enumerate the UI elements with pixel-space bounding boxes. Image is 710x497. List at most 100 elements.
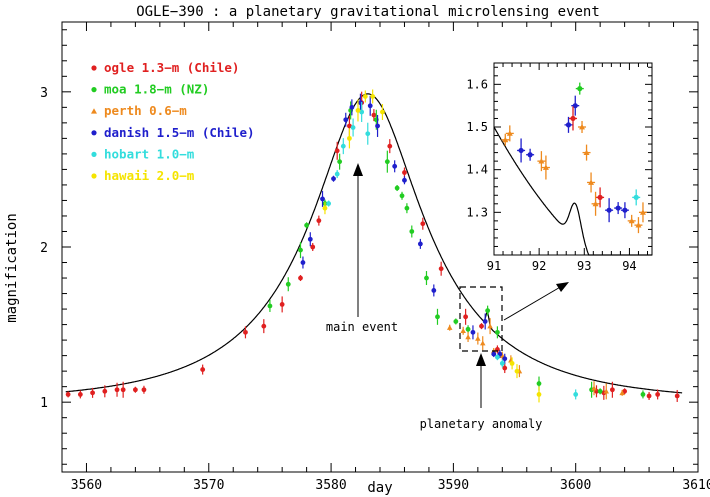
inset-point-perth (639, 209, 646, 215)
chart-title: OGLE−390 : a planetary gravitational mic… (136, 4, 600, 20)
legend-marker-hobart (91, 151, 97, 157)
point-perth (465, 334, 471, 340)
point-danish (331, 176, 336, 182)
inset-point-danish (565, 122, 572, 128)
point-ogle (463, 314, 469, 320)
x-tick-label: 3560 (71, 478, 102, 493)
point-hawaii (380, 109, 385, 115)
point-ogle (402, 170, 407, 175)
point-danish (367, 103, 373, 109)
point-moa (495, 329, 500, 335)
point-hobart (365, 131, 371, 137)
inset-point-perth (635, 222, 642, 228)
point-ogle (347, 123, 352, 129)
point-perth (460, 328, 466, 334)
point-ogle (200, 367, 206, 372)
inset-point-perth (506, 130, 513, 136)
point-ogle (310, 244, 316, 250)
point-ogle (279, 302, 285, 307)
point-ogle (77, 392, 83, 397)
point-moa (597, 388, 603, 394)
point-ogle (243, 329, 248, 335)
point-hawaii (322, 205, 328, 211)
inset-point-perth (542, 164, 549, 170)
inset-point-danish (572, 103, 578, 109)
inset-point-ogle (597, 194, 603, 200)
point-moa (384, 159, 390, 165)
point-hawaii (514, 368, 520, 374)
inset-point-danish (527, 152, 533, 158)
legend-label-ogle: ogle 1.3−m (Chile) (104, 60, 239, 75)
inset-point-danish (606, 207, 612, 213)
y-axis-label: magnification (4, 213, 20, 323)
inset-x-tick-label: 93 (577, 259, 591, 273)
point-hawaii (509, 360, 515, 366)
y-tick-label: 3 (40, 86, 48, 101)
inset-point-danish (622, 207, 628, 213)
point-moa (453, 319, 459, 324)
point-ogle (298, 275, 303, 281)
legend-marker-moa (91, 87, 97, 93)
point-hobart (573, 392, 579, 397)
point-perth (479, 340, 486, 346)
point-perth (603, 388, 610, 394)
point-moa (435, 314, 440, 320)
point-hawaii (347, 135, 352, 141)
y-tick-label: 2 (40, 241, 48, 256)
point-hobart (350, 125, 356, 130)
point-danish (470, 329, 476, 335)
point-ogle (90, 390, 95, 396)
zoom-arrowhead (556, 282, 569, 292)
inset-point-perth (588, 179, 595, 185)
point-ogle (65, 392, 71, 397)
x-tick-label: 3590 (438, 478, 469, 493)
point-danish (343, 117, 349, 123)
point-danish (431, 288, 437, 293)
point-ogle (387, 143, 393, 149)
point-ogle (420, 221, 426, 227)
legend-label-hawaii: hawaii 2.0−m (104, 168, 195, 183)
x-tick-label: 3570 (193, 478, 224, 493)
point-danish (300, 260, 306, 265)
point-ogle (646, 393, 652, 399)
point-hobart (340, 143, 346, 149)
point-hobart (334, 171, 340, 177)
inset-y-tick-label: 1.4 (466, 163, 488, 177)
point-ogle (438, 266, 444, 272)
zoom-box (459, 286, 503, 352)
point-ogle (132, 387, 138, 393)
point-moa (337, 159, 343, 165)
inset-point-perth (628, 217, 635, 224)
inset-point-perth (583, 149, 590, 155)
zoom-arrow (503, 285, 563, 321)
x-tick-label: 3600 (560, 478, 591, 493)
legend-label-hobart: hobart 1.0−m (104, 146, 195, 161)
inset-point-danish (615, 205, 621, 211)
legend-marker-danish (91, 130, 97, 136)
legend-marker-perth (91, 108, 97, 114)
point-danish (349, 104, 355, 110)
point-ogle (674, 393, 680, 399)
point-moa (485, 308, 491, 314)
x-axis-label: day (367, 480, 392, 496)
legend-label-perth: perth 0.6−m (104, 103, 187, 118)
point-ogle (371, 112, 377, 118)
inset-point-perth (502, 136, 509, 143)
point-moa (394, 185, 400, 191)
inset-x-tick-label: 91 (487, 259, 501, 273)
point-moa (640, 392, 646, 397)
point-moa (298, 247, 303, 253)
point-hawaii (355, 108, 361, 113)
inset-model-curve (493, 126, 652, 256)
legend-label-danish: danish 1.5−m (Chile) (104, 125, 255, 140)
point-danish (392, 163, 398, 169)
point-ogle (120, 387, 126, 393)
inset-point-ogle (570, 115, 576, 122)
point-moa (536, 381, 542, 386)
y-tick-label: 1 (40, 396, 48, 411)
point-perth (446, 324, 453, 330)
point-danish (482, 319, 488, 324)
point-hobart (326, 201, 332, 206)
point-perth (487, 323, 493, 329)
point-ogle (655, 392, 661, 397)
